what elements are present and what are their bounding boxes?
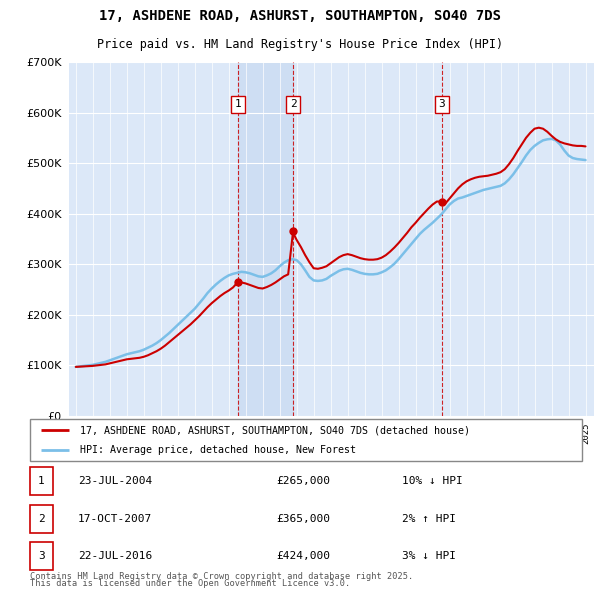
Text: HPI: Average price, detached house, New Forest: HPI: Average price, detached house, New … <box>80 445 356 455</box>
Text: 17, ASHDENE ROAD, ASHURST, SOUTHAMPTON, SO40 7DS: 17, ASHDENE ROAD, ASHURST, SOUTHAMPTON, … <box>99 9 501 23</box>
Text: 17-OCT-2007: 17-OCT-2007 <box>78 514 152 524</box>
Text: £365,000: £365,000 <box>276 514 330 524</box>
Text: 3: 3 <box>439 100 445 109</box>
Text: 10% ↓ HPI: 10% ↓ HPI <box>402 476 463 486</box>
Text: 3% ↓ HPI: 3% ↓ HPI <box>402 551 456 560</box>
Text: 22-JUL-2016: 22-JUL-2016 <box>78 551 152 560</box>
Text: 1: 1 <box>38 476 45 486</box>
Text: 2% ↑ HPI: 2% ↑ HPI <box>402 514 456 524</box>
Text: £265,000: £265,000 <box>276 476 330 486</box>
Text: Contains HM Land Registry data © Crown copyright and database right 2025.: Contains HM Land Registry data © Crown c… <box>30 572 413 581</box>
Text: 2: 2 <box>38 514 45 524</box>
Text: 17, ASHDENE ROAD, ASHURST, SOUTHAMPTON, SO40 7DS (detached house): 17, ASHDENE ROAD, ASHURST, SOUTHAMPTON, … <box>80 425 470 435</box>
Text: 1: 1 <box>235 100 241 109</box>
Text: 3: 3 <box>38 551 45 560</box>
Text: £424,000: £424,000 <box>276 551 330 560</box>
Text: 23-JUL-2004: 23-JUL-2004 <box>78 476 152 486</box>
Text: This data is licensed under the Open Government Licence v3.0.: This data is licensed under the Open Gov… <box>30 579 350 588</box>
Text: Price paid vs. HM Land Registry's House Price Index (HPI): Price paid vs. HM Land Registry's House … <box>97 38 503 51</box>
Bar <box>238 62 293 416</box>
Text: 2: 2 <box>290 100 296 109</box>
